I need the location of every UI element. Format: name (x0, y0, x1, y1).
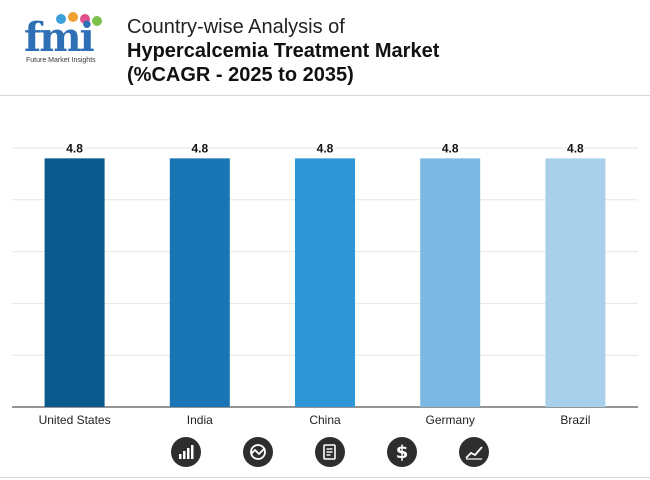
growth-chart-icon (459, 437, 489, 467)
title-line-3: (%CAGR - 2025 to 2035) (127, 64, 354, 86)
title-line-1: Country-wise Analysis of (127, 16, 345, 38)
logo-tagline: Future Market Insights (26, 57, 96, 64)
x-tick-label: China (309, 413, 341, 427)
data-label: 4.8 (317, 141, 334, 155)
bar-india (169, 158, 230, 407)
fmi-logo: fmi Future Market Insights (22, 12, 110, 64)
document-icon (315, 437, 345, 467)
data-label: 4.8 (442, 141, 459, 155)
data-label: 4.8 (66, 141, 83, 155)
title-line-2: Hypercalcemia Treatment Market (127, 40, 440, 62)
bar-brazil (545, 158, 606, 407)
x-tick-label: India (187, 413, 213, 427)
footer-icons: $ (0, 437, 650, 469)
x-tick-label: United States (39, 413, 111, 427)
dollar-icon: $ (387, 437, 417, 467)
logo-text: fmi (24, 14, 95, 61)
bar-germany (420, 158, 481, 407)
x-tick-label: Brazil (560, 413, 590, 427)
bar-china (295, 158, 355, 407)
data-label: 4.8 (567, 141, 584, 155)
svg-text:$: $ (396, 442, 409, 462)
bar-united-states (44, 158, 105, 407)
trend-analysis-icon (243, 437, 273, 467)
x-tick-label: Germany (426, 413, 475, 427)
header: fmi Future Market Insights Country-wise … (0, 0, 650, 95)
bar-chart: 4.8 United States 4.8 India 4.8 China 4.8 Germa… (12, 141, 638, 427)
bar-chart-icon (171, 437, 201, 467)
data-label: 4.8 (191, 141, 208, 155)
header-divider (0, 95, 650, 96)
footer-divider (0, 477, 650, 478)
